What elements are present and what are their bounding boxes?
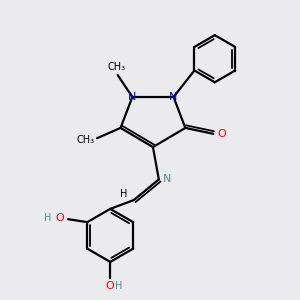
Text: H: H [44,213,52,223]
Text: O: O [55,213,64,223]
Text: O: O [218,129,226,139]
Text: H: H [120,189,127,199]
Text: CH₃: CH₃ [107,62,125,72]
Text: CH₃: CH₃ [77,135,95,145]
Text: H: H [115,281,122,291]
Text: N: N [128,92,136,102]
Text: O: O [106,281,115,291]
Text: N: N [163,174,171,184]
Text: N: N [169,92,178,102]
